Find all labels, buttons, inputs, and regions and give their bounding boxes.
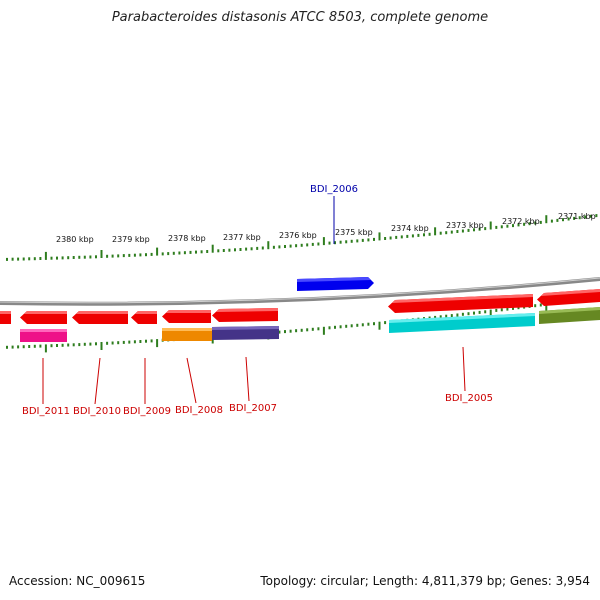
accession-info: Accession: NC_009615 <box>9 574 146 588</box>
gene-label-bdi-2005[interactable]: BDI_2005 <box>445 393 493 404</box>
scale-label-2375: 2375 kbp <box>335 228 373 237</box>
scale-label-2379: 2379 kbp <box>112 235 150 244</box>
gene-label-bdi-2010[interactable]: BDI_2010 <box>73 406 121 417</box>
gene-label-bdi-2011[interactable]: BDI_2011 <box>22 406 70 417</box>
feature-track2-cyan[interactable] <box>389 313 535 333</box>
reverse-features <box>0 289 600 342</box>
gene-label-bdi-2006[interactable]: BDI_2006 <box>310 184 358 195</box>
feature-bdi-2006[interactable] <box>297 277 374 291</box>
leader-bdi-2007 <box>245 356 250 402</box>
feature-track2-olive[interactable] <box>539 307 600 324</box>
scale-label-2374: 2374 kbp <box>391 224 429 233</box>
feature-right-edge[interactable] <box>537 289 600 306</box>
scale-label-2378: 2378 kbp <box>168 234 206 243</box>
gene-label-bdi-2007[interactable]: BDI_2007 <box>229 403 277 414</box>
scale-label-2372: 2372 kbp <box>502 217 540 226</box>
feature-bdi-2005[interactable] <box>388 294 533 313</box>
feature-bdi-2008[interactable] <box>162 310 211 323</box>
topology-info: Topology: circular; Length: 4,811,379 bp… <box>260 574 590 588</box>
map-title: Parabacteroides distasonis ATCC 8503, co… <box>111 10 489 25</box>
scale-ticks-top <box>6 214 598 261</box>
scale-label-2371: 2371 kbp <box>558 212 596 221</box>
feature-track2-magenta[interactable] <box>20 329 67 342</box>
gene-labels: BDI_2006 BDI_2011 BDI_2010 BDI_2009 BDI_… <box>22 184 493 417</box>
scale-label-2376: 2376 kbp <box>279 231 317 240</box>
feature-track2-purple[interactable] <box>212 326 279 340</box>
scale-labels: 2380 kbp 2379 kbp 2378 kbp 2377 kbp 2376… <box>56 212 596 244</box>
leader-bdi-2008 <box>186 357 197 404</box>
feature-bdi-2009[interactable] <box>131 311 157 324</box>
scale-label-2373: 2373 kbp <box>446 221 484 230</box>
gene-label-bdi-2008[interactable]: BDI_2008 <box>175 405 223 416</box>
feature-bdi-2011[interactable] <box>20 311 67 324</box>
feature-bdi-2007[interactable] <box>212 308 278 322</box>
label-leader-lines <box>42 196 466 405</box>
scale-label-2380: 2380 kbp <box>56 235 94 244</box>
genome-backbone-highlight <box>0 277 600 304</box>
feature-bdi-2010[interactable] <box>72 311 128 324</box>
scale-label-2377: 2377 kbp <box>223 233 261 242</box>
feature-left-edge[interactable] <box>0 311 11 324</box>
leader-bdi-2005 <box>462 346 466 392</box>
genome-backbone <box>0 277 600 306</box>
feature-track2-orange[interactable] <box>162 328 212 341</box>
leader-bdi-2010 <box>94 357 101 405</box>
gene-label-bdi-2009[interactable]: BDI_2009 <box>123 406 171 417</box>
